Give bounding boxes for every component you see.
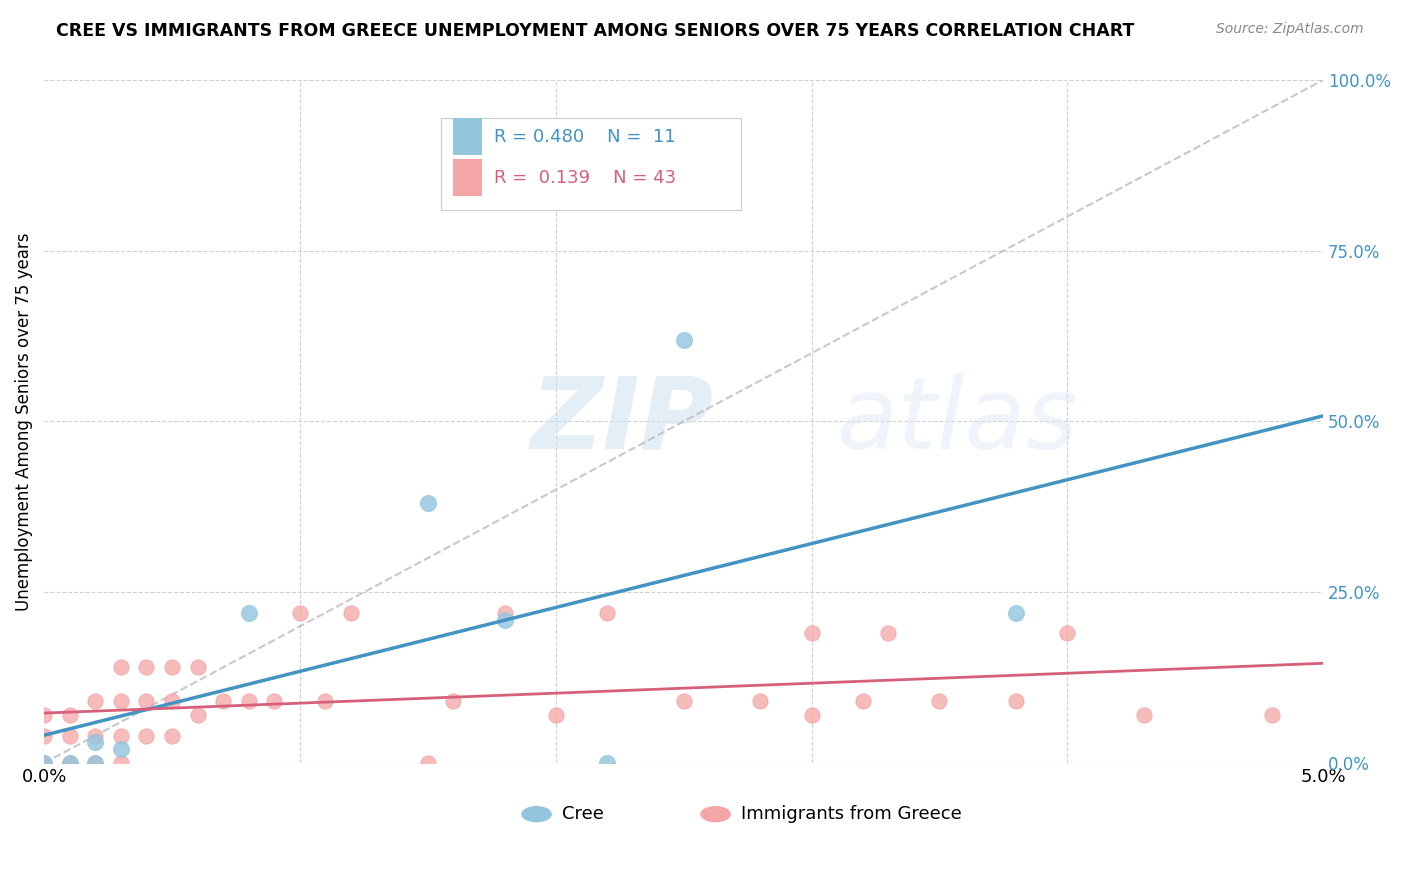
Point <box>84 735 107 749</box>
Point <box>238 694 260 708</box>
Point <box>416 496 439 510</box>
Point <box>32 756 55 770</box>
FancyBboxPatch shape <box>453 159 481 196</box>
Point <box>672 333 695 347</box>
Point <box>84 756 107 770</box>
Point <box>59 708 82 723</box>
Point <box>1005 694 1028 708</box>
Point <box>596 606 619 620</box>
Point <box>315 694 337 708</box>
Text: ZIP: ZIP <box>530 373 713 470</box>
Point <box>416 756 439 770</box>
Point <box>749 694 772 708</box>
Point <box>160 694 183 708</box>
Point <box>1133 708 1156 723</box>
Text: Immigrants from Greece: Immigrants from Greece <box>741 805 962 823</box>
Point <box>110 742 132 756</box>
Point <box>852 694 875 708</box>
Point <box>84 756 107 770</box>
Point <box>1056 626 1078 640</box>
Circle shape <box>700 806 731 822</box>
Text: R = 0.480    N =  11: R = 0.480 N = 11 <box>495 128 676 145</box>
Point <box>59 756 82 770</box>
Point <box>212 694 235 708</box>
Point <box>1261 708 1284 723</box>
Point <box>160 660 183 674</box>
FancyBboxPatch shape <box>440 118 741 210</box>
Point <box>135 660 157 674</box>
Point <box>135 729 157 743</box>
Point <box>135 694 157 708</box>
Text: Source: ZipAtlas.com: Source: ZipAtlas.com <box>1216 22 1364 37</box>
FancyBboxPatch shape <box>453 118 481 155</box>
Text: CREE VS IMMIGRANTS FROM GREECE UNEMPLOYMENT AMONG SENIORS OVER 75 YEARS CORRELAT: CREE VS IMMIGRANTS FROM GREECE UNEMPLOYM… <box>56 22 1135 40</box>
Point <box>288 606 311 620</box>
Point <box>877 626 900 640</box>
Point <box>110 694 132 708</box>
Point <box>494 613 516 627</box>
Point <box>1005 606 1028 620</box>
Point <box>32 756 55 770</box>
Point <box>84 694 107 708</box>
Text: Cree: Cree <box>562 805 605 823</box>
Point <box>32 729 55 743</box>
Point <box>187 708 209 723</box>
Point <box>59 756 82 770</box>
Point <box>59 729 82 743</box>
Circle shape <box>522 806 553 822</box>
Point <box>544 708 567 723</box>
Point <box>187 660 209 674</box>
Point <box>800 708 823 723</box>
Point <box>263 694 285 708</box>
Point <box>494 606 516 620</box>
Point <box>800 626 823 640</box>
Point <box>110 660 132 674</box>
Y-axis label: Unemployment Among Seniors over 75 years: Unemployment Among Seniors over 75 years <box>15 232 32 611</box>
Point <box>32 708 55 723</box>
Point <box>238 606 260 620</box>
Point <box>672 694 695 708</box>
Point <box>160 729 183 743</box>
Point <box>84 729 107 743</box>
Point <box>928 694 950 708</box>
Text: atlas: atlas <box>837 373 1078 470</box>
Point <box>441 694 464 708</box>
Point <box>596 756 619 770</box>
Point <box>110 756 132 770</box>
Text: R =  0.139    N = 43: R = 0.139 N = 43 <box>495 169 676 186</box>
Point <box>340 606 363 620</box>
Point <box>110 729 132 743</box>
